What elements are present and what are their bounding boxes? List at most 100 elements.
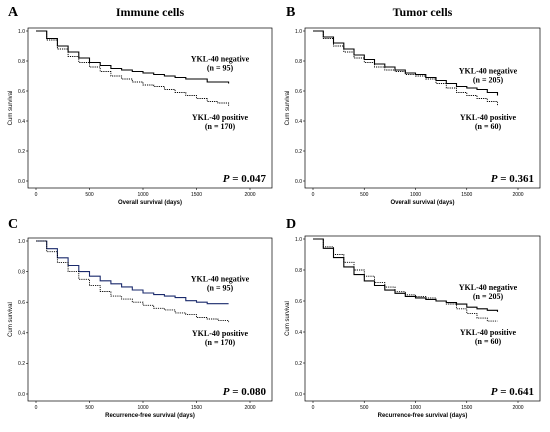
- survival-curve-negative: [36, 240, 229, 305]
- y-tick-label: 0.4: [295, 119, 302, 125]
- y-tick-label: 0.6: [18, 300, 25, 306]
- y-tick-label: 0.0: [18, 179, 25, 185]
- y-tick-label: 0.8: [18, 269, 25, 275]
- x-tick-label: 1000: [137, 405, 148, 411]
- x-axis-label: Overall survival (days): [118, 200, 182, 206]
- series-n-label: (n = 205): [473, 76, 504, 85]
- panel-letter: C: [8, 217, 18, 232]
- panel-letter: B: [286, 5, 295, 20]
- x-tick-label: 500: [360, 192, 369, 198]
- series-n-label: (n = 95): [207, 284, 234, 293]
- y-tick-label: 0.6: [295, 299, 302, 305]
- y-tick-label: 0.4: [295, 330, 302, 336]
- panel-title: Tumor cells: [393, 5, 453, 19]
- x-tick-label: 2000: [512, 192, 523, 198]
- panel-a: A Immune cells 0.0 0.2 0.4 0.6 0.8 1.0 0 500 1000 1…: [8, 5, 273, 206]
- x-axis-label: Recurrence-free survival (days): [378, 413, 468, 419]
- panel-c: C 0.0 0.2 0.4 0.6 0.8 1.0 0 500 1000 1500 2000 Recur…: [8, 217, 273, 419]
- series-name-label: YKL-40 negative: [459, 67, 518, 76]
- series-name-label: YKL-40 negative: [191, 275, 250, 284]
- p-value-label: P = 0.641: [491, 386, 534, 398]
- y-axis-label: Cum survival: [285, 301, 291, 336]
- p-value: = 0.361: [497, 173, 534, 185]
- x-tick-label: 1500: [461, 405, 472, 411]
- x-tick-label: 1000: [410, 192, 421, 198]
- x-tick-label: 500: [85, 192, 94, 198]
- x-tick-label: 1000: [137, 192, 148, 198]
- p-symbol: P: [491, 173, 498, 185]
- y-tick-label: 0.0: [295, 392, 302, 398]
- panel-letter: A: [8, 5, 19, 20]
- panel-letter: D: [286, 217, 296, 232]
- p-value: = 0.641: [497, 386, 534, 398]
- x-tick-label: 0: [35, 192, 38, 198]
- plot-frame: [27, 27, 273, 189]
- y-tick-label: 0.8: [295, 268, 302, 274]
- x-tick-label: 500: [360, 405, 369, 411]
- series-name-label: YKL-40 positive: [460, 328, 517, 337]
- p-symbol: P: [491, 386, 498, 398]
- plot-frame: [27, 237, 273, 402]
- x-tick-label: 1500: [191, 192, 202, 198]
- x-axis-label: Recurrence-free survival (days): [105, 413, 195, 419]
- p-value: = 0.047: [229, 173, 266, 185]
- survival-curve-negative: [313, 30, 499, 96]
- y-tick-label: 0.2: [295, 149, 302, 155]
- y-axis-label: Cum survival: [8, 302, 14, 337]
- survival-curve-positive: [36, 240, 230, 323]
- series-name-label: YKL-40 negative: [191, 55, 250, 64]
- x-tick-label: 500: [85, 405, 94, 411]
- y-tick-label: 0.8: [295, 59, 302, 65]
- x-tick-label: 2000: [512, 405, 523, 411]
- series-name-label: YKL-40 positive: [460, 113, 517, 122]
- series-n-label: (n = 170): [205, 338, 236, 347]
- p-value-label: P = 0.361: [491, 173, 534, 185]
- y-tick-label: 0.0: [18, 392, 25, 398]
- y-tick-label: 0.4: [18, 331, 25, 337]
- survival-curve-positive: [36, 30, 230, 106]
- p-value-label: P = 0.080: [223, 386, 267, 398]
- p-symbol: P: [223, 386, 230, 398]
- y-tick-label: 0.0: [295, 179, 302, 185]
- panel-b: B Tumor cells 0.0 0.2 0.4 0.6 0.8 1.0 0 500 1000 15…: [285, 5, 541, 206]
- series-n-label: (n = 170): [205, 122, 236, 131]
- x-tick-label: 1500: [461, 192, 472, 198]
- x-tick-label: 2000: [244, 192, 255, 198]
- x-axis-label: Overall survival (days): [390, 200, 454, 206]
- series-name-label: YKL-40 negative: [459, 283, 518, 292]
- survival-curve-positive: [313, 238, 498, 322]
- plot-frame: [304, 27, 541, 189]
- y-tick-label: 1.0: [295, 29, 302, 35]
- y-axis-label: Cum survival: [285, 91, 291, 126]
- p-value: = 0.080: [229, 386, 266, 398]
- x-tick-label: 2000: [244, 405, 255, 411]
- survival-curve-negative: [313, 238, 499, 312]
- x-tick-label: 0: [35, 405, 38, 411]
- series-name-label: YKL-40 positive: [192, 329, 249, 338]
- x-tick-label: 0: [312, 405, 315, 411]
- series-n-label: (n = 95): [207, 64, 234, 73]
- series-name-label: YKL-40 positive: [192, 113, 249, 122]
- x-tick-label: 0: [312, 192, 315, 198]
- y-tick-label: 1.0: [18, 29, 25, 35]
- y-tick-label: 0.2: [18, 361, 25, 367]
- panel-title: Immune cells: [116, 5, 185, 19]
- y-tick-label: 0.6: [295, 89, 302, 95]
- y-tick-label: 0.6: [18, 89, 25, 95]
- series-n-label: (n = 205): [473, 292, 504, 301]
- y-tick-label: 0.2: [18, 149, 25, 155]
- y-tick-label: 1.0: [295, 237, 302, 243]
- y-axis-label: Cum survival: [8, 91, 14, 126]
- series-n-label: (n = 60): [475, 337, 502, 346]
- y-tick-label: 1.0: [18, 239, 25, 245]
- panel-d: D 0.0 0.2 0.4 0.6 0.8 1.0 0 500 1000 1500 2000 Recur…: [285, 217, 541, 419]
- x-tick-label: 1000: [410, 405, 421, 411]
- p-symbol: P: [223, 173, 230, 185]
- y-tick-label: 0.8: [18, 59, 25, 65]
- x-tick-label: 1500: [191, 405, 202, 411]
- y-tick-label: 0.4: [18, 119, 25, 125]
- survival-curve-positive: [313, 30, 498, 106]
- plot-frame: [304, 235, 541, 402]
- y-tick-label: 0.2: [295, 361, 302, 367]
